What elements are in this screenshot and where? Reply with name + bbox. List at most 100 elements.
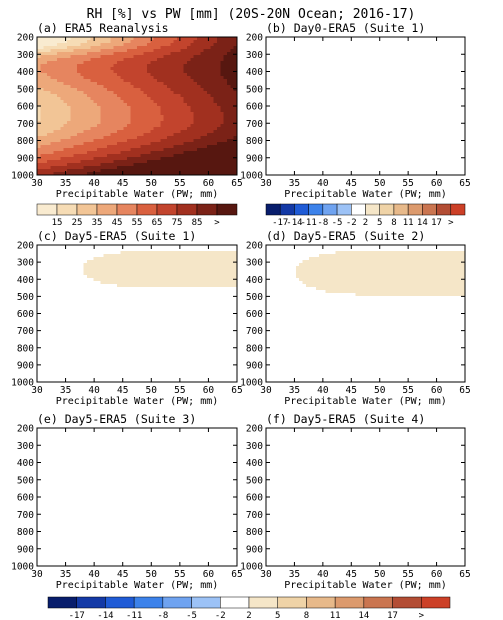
heatmap-cell (163, 127, 168, 131)
heatmap-cell (107, 94, 111, 98)
heatmap-cell (431, 283, 436, 288)
heatmap-cell (190, 127, 195, 131)
heatmap-cell (103, 133, 108, 137)
heatmap-cell (110, 64, 115, 68)
heatmap-cell (193, 172, 198, 176)
heatmap-cell (388, 268, 393, 273)
heatmap-cell (127, 118, 131, 122)
heatmap-cell (97, 130, 101, 134)
heatmap-cell (140, 58, 145, 62)
heatmap-cell (147, 160, 151, 164)
y-tick-label: 200 (17, 33, 34, 44)
heatmap-cell (220, 139, 225, 143)
heatmap-cell (348, 268, 353, 273)
heatmap-cell (103, 118, 108, 122)
heatmap-cell (203, 280, 208, 285)
x-tick-label: 50 (374, 385, 386, 396)
heatmap-cell (87, 100, 91, 104)
heatmap-cell (130, 142, 135, 146)
heatmap-cell (97, 157, 101, 161)
heatmap-cell (50, 85, 55, 89)
heatmap-cell (37, 163, 41, 167)
heatmap-cell (110, 157, 115, 161)
y-tick-label: 700 (17, 119, 34, 130)
heatmap-cell (123, 112, 128, 116)
heatmap-cell (120, 70, 125, 74)
heatmap-cell (378, 259, 383, 264)
heatmap-cell (167, 151, 171, 155)
heatmap-cell (37, 91, 41, 95)
heatmap-cell (398, 250, 403, 255)
heatmap-cell (210, 118, 215, 122)
colorbar-swatch (334, 596, 365, 609)
heatmap-cell (177, 43, 181, 47)
heatmap-cell (73, 100, 78, 104)
heatmap-cell (107, 262, 111, 267)
heatmap-cell (431, 256, 436, 261)
colorbar-swatch (76, 596, 106, 609)
heatmap-cell (53, 127, 58, 131)
heatmap-cell (87, 274, 91, 279)
heatmap-cell (67, 172, 71, 176)
heatmap-cell (87, 148, 91, 152)
heatmap-cell (117, 151, 121, 155)
heatmap-cell (345, 265, 350, 270)
heatmap-cell (60, 46, 65, 50)
heatmap-cell (93, 67, 98, 71)
heatmap-cell (143, 268, 148, 273)
heatmap-cell (143, 70, 148, 74)
heatmap-cell (47, 115, 51, 119)
heatmap-cell (140, 262, 145, 267)
heatmap-cell (127, 271, 131, 276)
heatmap-cell (203, 82, 208, 86)
y-tick-label: 500 (17, 292, 34, 303)
heatmap-cell (398, 259, 403, 264)
heatmap-cell (77, 97, 81, 101)
y-tick-label: 300 (17, 258, 34, 269)
heatmap-cell (375, 271, 380, 276)
heatmap-cell (47, 103, 51, 107)
heatmap-cell (197, 283, 201, 288)
heatmap-cell (130, 58, 135, 62)
heatmap-cell (37, 106, 41, 110)
heatmap-cell (167, 280, 171, 285)
heatmap-cell (133, 49, 138, 53)
heatmap-cell (160, 160, 165, 164)
heatmap-cell (40, 43, 45, 47)
heatmap-cell (458, 253, 463, 258)
heatmap-cell (220, 88, 225, 92)
heatmap-cell (210, 277, 215, 282)
heatmap-cell (97, 133, 101, 137)
heatmap-cell (107, 85, 111, 89)
heatmap-cell (53, 61, 58, 65)
heatmap-cell (213, 94, 218, 98)
heatmap-cell (117, 157, 121, 161)
heatmap-cell (421, 283, 426, 288)
heatmap-cell (103, 121, 108, 125)
heatmap-cell (73, 55, 78, 59)
heatmap-cell (40, 85, 45, 89)
x-tick-label: 60 (203, 569, 215, 580)
heatmap-cell (43, 145, 48, 149)
heatmap-cell (170, 43, 175, 47)
heatmap-cell (170, 76, 175, 80)
heatmap-cell (77, 37, 81, 41)
heatmap-cell (113, 160, 118, 164)
heatmap-cell (67, 97, 71, 101)
heatmap-cell (441, 289, 446, 294)
heatmap-cell (207, 250, 211, 255)
heatmap-cell (107, 271, 111, 276)
heatmap-cell (103, 172, 108, 176)
heatmap-cell (358, 262, 363, 267)
heatmap-cell (53, 55, 58, 59)
heatmap-cell (230, 97, 235, 101)
heatmap-cell (398, 262, 403, 267)
heatmap-cell (100, 118, 105, 122)
heatmap-cell (183, 136, 188, 140)
heatmap-cell (329, 289, 333, 294)
heatmap-cell (335, 283, 340, 288)
heatmap-cell (127, 142, 131, 146)
heatmap-cell (123, 259, 128, 264)
heatmap-cell (37, 172, 41, 176)
heatmap-cell (83, 109, 88, 113)
